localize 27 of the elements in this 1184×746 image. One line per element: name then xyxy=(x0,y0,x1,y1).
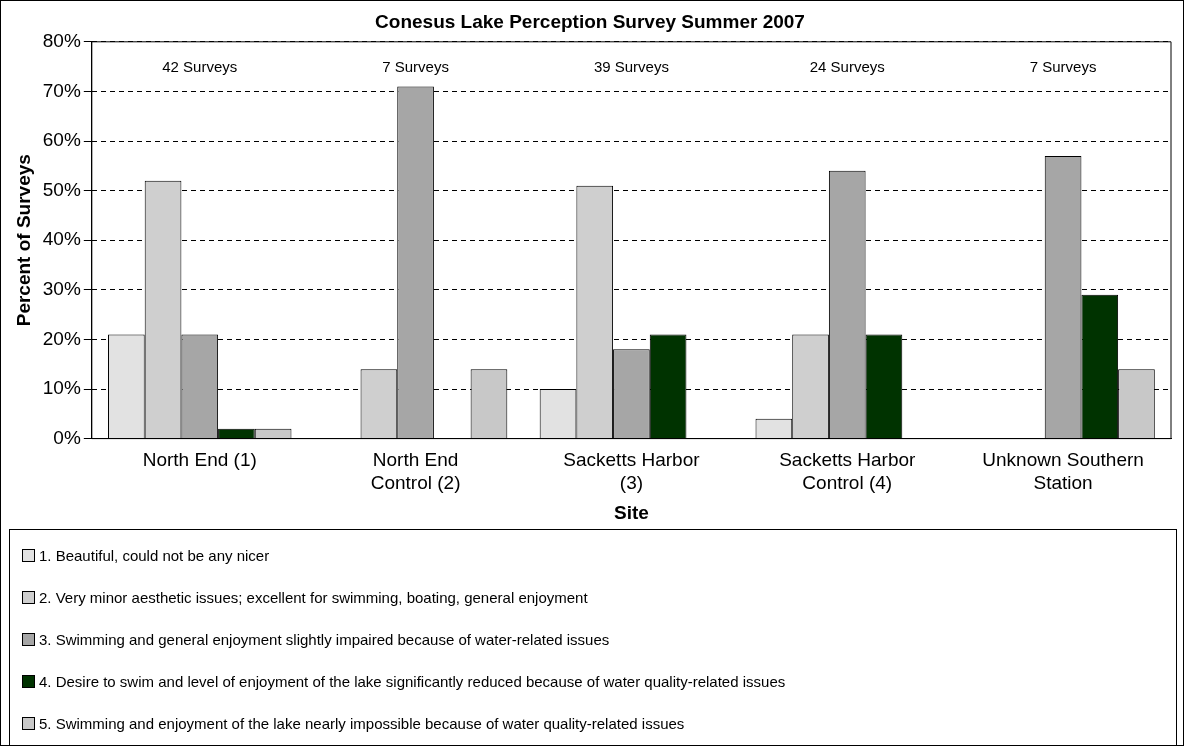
y-tick-label: 70% xyxy=(42,79,81,101)
y-tick-label: 20% xyxy=(42,327,81,349)
legend-label: 3. Swimming and general enjoyment slightly impaired because of water-related issues xyxy=(39,630,610,648)
y-tick-label: 10% xyxy=(42,377,81,399)
y-tick-label: 80% xyxy=(42,30,81,52)
legend-label: 4. Desire to swim and level of enjoyment of the lake significantly reduced because of water quality-related issues xyxy=(39,672,786,690)
x-tick-label: North End (1) xyxy=(142,449,257,471)
y-tick-label: 50% xyxy=(42,178,81,200)
x-tick-label: North End Control (2) xyxy=(370,449,461,494)
y-tick-label: 0% xyxy=(53,426,81,448)
y-axis-title: Percent of Surveys xyxy=(12,154,34,327)
y-tick-label: 40% xyxy=(42,228,81,250)
x-axis-title: Site xyxy=(613,501,649,523)
legend-label: 5. Swimming and enjoyment of the lake nearly impossible because of water quality-related issues xyxy=(39,714,685,732)
annotation: 42 Surveys xyxy=(162,57,238,75)
chart-title: Conesus Lake Perception Survey Summer 2007 xyxy=(375,10,805,32)
y-tick-label: 60% xyxy=(42,129,81,151)
x-tick-label: Unknown Southern Station xyxy=(982,449,1144,494)
x-tick-label: Sacketts Harbor Control (4) xyxy=(779,449,917,494)
annotation: 7 Surveys xyxy=(382,57,449,75)
y-tick-label: 30% xyxy=(42,278,81,300)
legend-label: 2. Very minor aesthetic issues; excellent for swimming, boating, general enjoyment xyxy=(39,588,588,606)
legend-label: 1. Beautiful, could not be any nicer xyxy=(39,546,270,564)
annotation: 7 Surveys xyxy=(1029,57,1097,75)
x-tick-label: Sacketts Harbor (3) xyxy=(563,449,701,494)
annotation: 24 Surveys xyxy=(809,57,885,75)
annotation: 39 Surveys xyxy=(593,57,669,75)
